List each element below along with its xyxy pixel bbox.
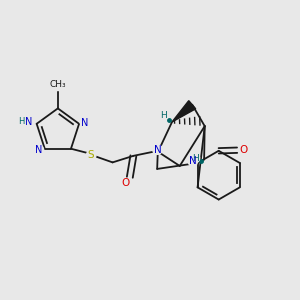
Text: H: H — [192, 154, 199, 163]
Text: CH₃: CH₃ — [50, 80, 66, 88]
Text: N: N — [25, 117, 33, 127]
Text: H: H — [160, 111, 167, 120]
Text: S: S — [88, 150, 94, 160]
Text: H: H — [19, 117, 25, 126]
Text: O: O — [121, 178, 129, 188]
Circle shape — [51, 77, 64, 91]
Text: N: N — [189, 156, 197, 166]
Circle shape — [191, 154, 200, 163]
Circle shape — [80, 118, 90, 128]
Text: N: N — [154, 145, 161, 154]
Circle shape — [159, 111, 168, 120]
Polygon shape — [172, 101, 196, 122]
Circle shape — [239, 146, 248, 155]
Circle shape — [188, 156, 198, 166]
Text: O: O — [239, 145, 248, 155]
Circle shape — [18, 114, 33, 129]
Text: N: N — [81, 118, 89, 128]
Text: N: N — [35, 145, 43, 155]
Circle shape — [86, 151, 96, 160]
Circle shape — [120, 178, 130, 188]
Circle shape — [153, 145, 162, 154]
Circle shape — [34, 145, 44, 155]
